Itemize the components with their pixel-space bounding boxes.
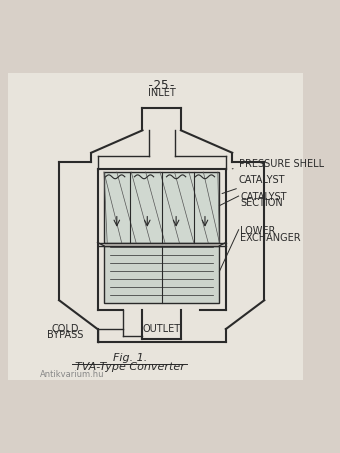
Text: EXCHANGER: EXCHANGER (240, 233, 301, 243)
Text: TVA-Type Converter: TVA-Type Converter (75, 362, 185, 372)
FancyBboxPatch shape (8, 72, 303, 381)
Text: COLD: COLD (52, 324, 79, 334)
Text: BYPASS: BYPASS (47, 330, 84, 340)
Text: SECTION: SECTION (240, 198, 283, 208)
Text: Antikvarium.hu: Antikvarium.hu (40, 370, 104, 379)
Text: CATALYST: CATALYST (222, 175, 285, 193)
Text: INLET: INLET (148, 88, 175, 98)
Text: -25-: -25- (147, 79, 177, 92)
Bar (104, 246, 219, 304)
Bar (104, 172, 219, 242)
Text: LOWER: LOWER (240, 226, 276, 236)
Text: Fig. 1.: Fig. 1. (113, 353, 147, 363)
Text: PRESSURE SHELL: PRESSURE SHELL (232, 159, 324, 169)
Text: OUTLET: OUTLET (143, 324, 181, 334)
Text: CATALYST: CATALYST (240, 192, 287, 202)
